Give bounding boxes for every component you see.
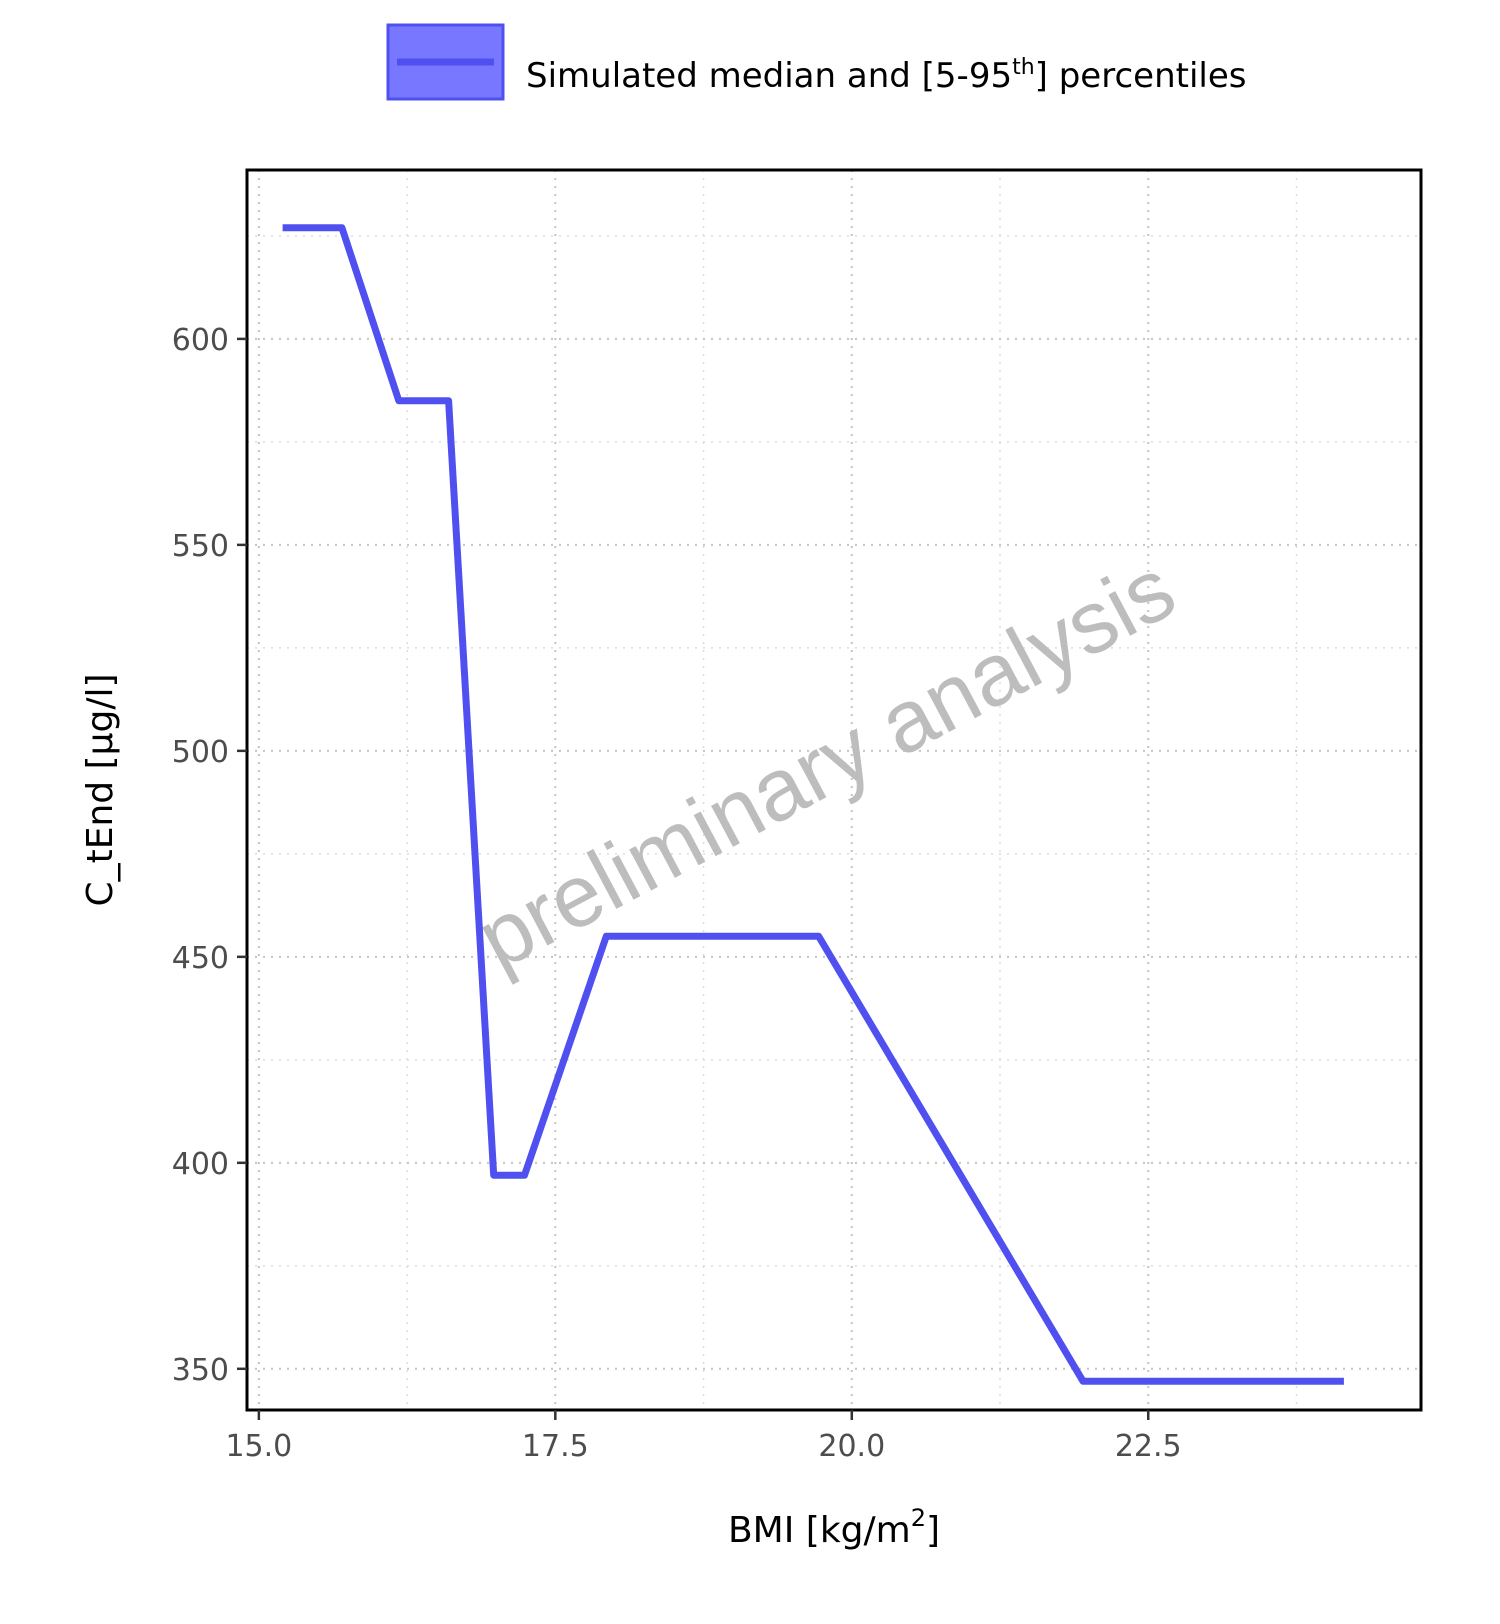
x-axis-title-suffix: ] <box>926 1510 940 1551</box>
x-tick-label: 20.0 <box>818 1429 885 1464</box>
series-line-median <box>282 224 1344 1385</box>
x-tick-label: 22.5 <box>1115 1429 1182 1464</box>
axis-layer: 15.0 17.5 20.0 22.5 350 400 450 500 550 600 <box>172 323 1182 1464</box>
legend-label-main: Simulated median and [5-95 <box>526 56 1012 96</box>
y-tick-label: 600 <box>172 323 229 358</box>
x-axis-title-main: BMI [kg/m <box>728 1510 911 1551</box>
plot-panel-border <box>245 168 1423 1412</box>
x-tick-label: 15.0 <box>225 1429 292 1464</box>
x-axis-title-superscript: 2 <box>911 1504 926 1532</box>
y-tick-label: 550 <box>172 529 229 564</box>
x-axis-title: BMI [kg/m2] <box>728 1504 940 1551</box>
legend: Simulated median and [5-95th] percentile… <box>386 23 1246 101</box>
legend-label: Simulated median and [5-95th] percentile… <box>526 55 1246 96</box>
y-tick-label: 350 <box>172 1353 229 1388</box>
x-tick-label: 17.5 <box>522 1429 589 1464</box>
y-tick-label: 500 <box>172 735 229 770</box>
grid-layer <box>247 170 1421 1410</box>
watermark-layer: preliminary analysis <box>461 538 1190 988</box>
legend-label-suffix: ] percentiles <box>1035 56 1247 96</box>
y-tick-label: 450 <box>172 941 229 976</box>
legend-label-superscript: th <box>1012 55 1035 80</box>
series-layer <box>282 224 1344 1385</box>
y-axis-title: C_tEnd [µg/l] <box>80 673 121 906</box>
y-tick-label: 400 <box>172 1147 229 1182</box>
watermark-text: preliminary analysis <box>461 538 1190 988</box>
